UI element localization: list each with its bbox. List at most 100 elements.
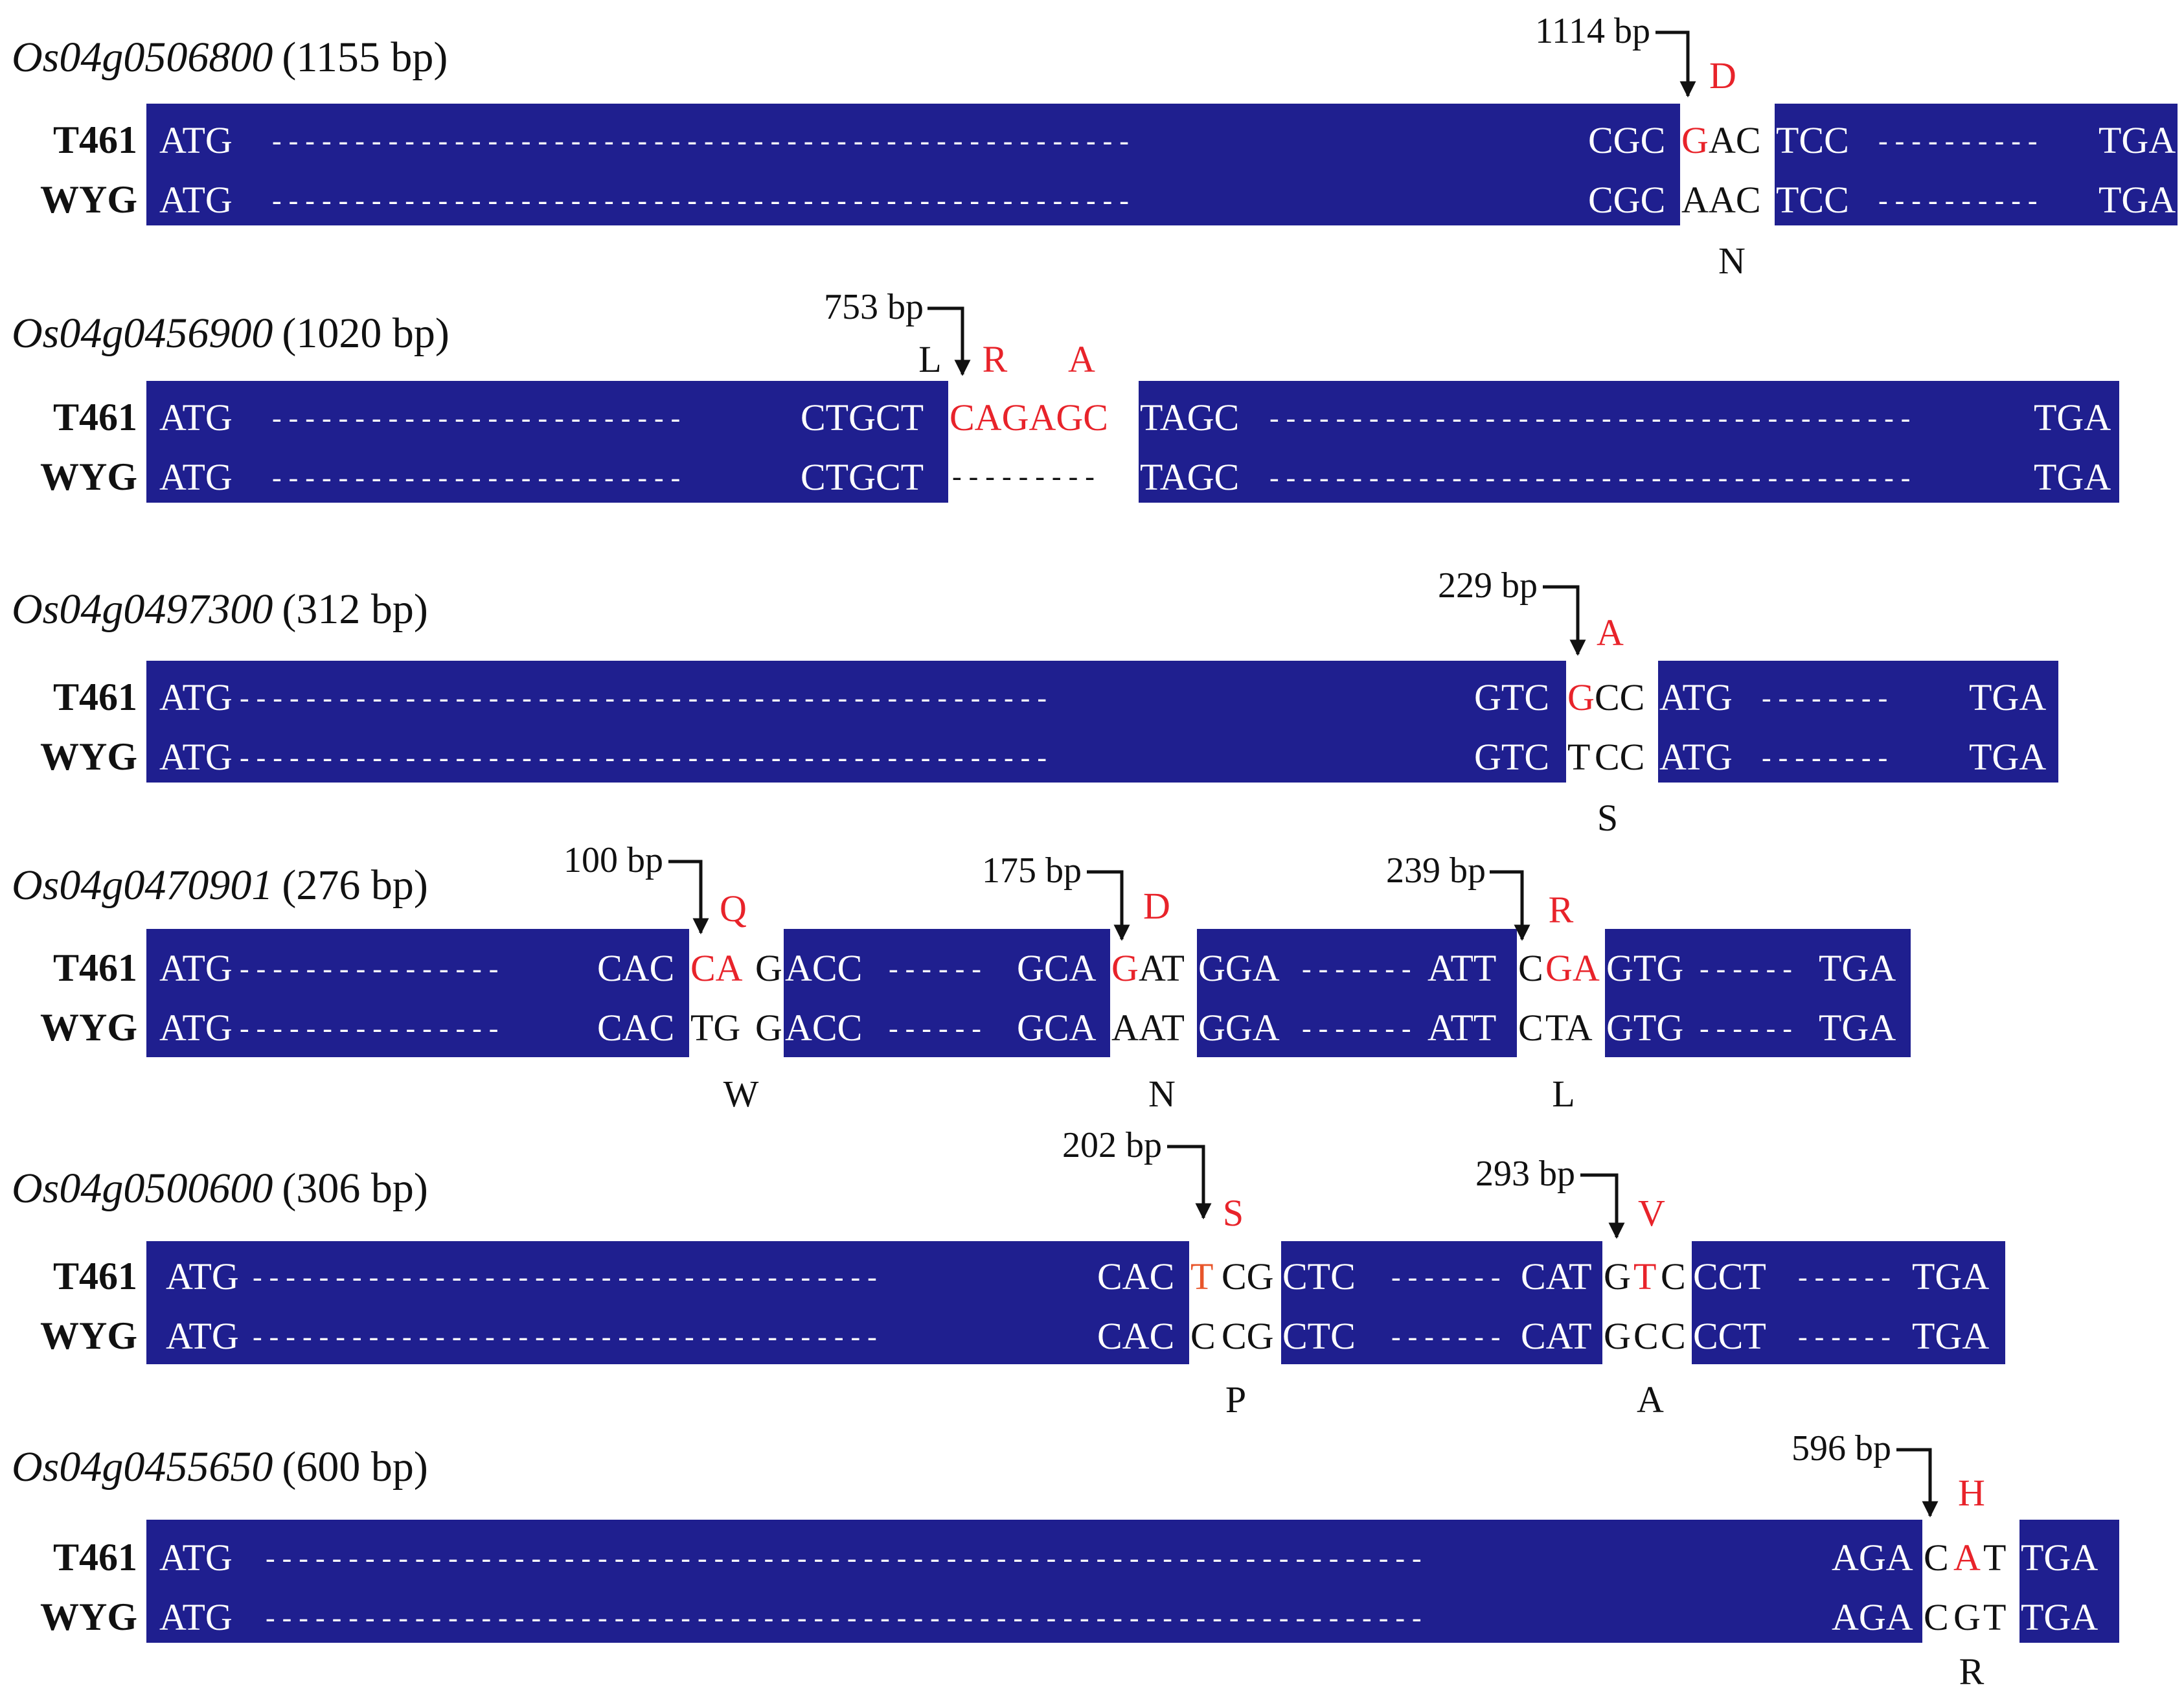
gene-id: Os04g0470901 [12, 862, 273, 909]
alignment-block [1605, 929, 1911, 1057]
seq-fragment: CC [1595, 736, 1644, 778]
gene-id: Os04g0455650 [12, 1443, 273, 1491]
seq-fragment: TAGC [1140, 396, 1239, 439]
alignment-block [146, 1520, 1922, 1643]
seq-fragment: ATG [1659, 736, 1733, 778]
gene-id: Os04g0500600 [12, 1165, 273, 1212]
seq-insertion: CAGAGC [950, 396, 1108, 439]
gene-os04g0506800: Os04g0506800 (1155 bp) T461 WYG ATG - - -… [12, 11, 2178, 282]
seq-start-codon: ATG [159, 396, 233, 439]
alignment-block [146, 929, 689, 1057]
seq-stop-codon: TGA [1912, 1315, 1989, 1357]
strain-label-wyg: WYG [40, 455, 137, 498]
strain-label-wyg: WYG [40, 1314, 137, 1357]
gene-id: Os04g0506800 [12, 34, 273, 81]
seq-start-codon: ATG [159, 947, 233, 989]
seq-start-codon: ATG [159, 1537, 233, 1579]
seq-variant-base: C [1633, 1315, 1659, 1357]
seq-dashes: - - - - - - - - - - - - - - - - - - - - … [253, 1261, 877, 1293]
seq-fragment: GTG [1606, 1007, 1683, 1049]
amino-acid-wyg: W [723, 1073, 759, 1115]
seq-fragment: CAC [1097, 1315, 1174, 1357]
alignment-block [1281, 1241, 1602, 1364]
variant-gap [1566, 661, 1658, 783]
strain-label-t461: T461 [53, 676, 137, 718]
seq-fragment: GGA [1198, 1007, 1280, 1049]
seq-stop-codon: TGA [2034, 396, 2111, 439]
seq-dashes: - - - - - - - - [1762, 742, 1887, 773]
seq-fragment: G [755, 947, 782, 989]
gene-os04g0470901: Os04g0470901 (276 bp) T461 WYG ATG - - - … [12, 840, 1911, 1115]
seq-fragment: GCA [1017, 947, 1097, 989]
strain-label-t461: T461 [53, 946, 137, 989]
seq-variant-base: A [1953, 1537, 1981, 1579]
seq-variant-base: A [1681, 179, 1709, 221]
seq-fragment: TCC [1776, 179, 1849, 221]
seq-dashes: - - - - - - [889, 953, 981, 985]
seq-variant-base: TA [1545, 1007, 1593, 1049]
amino-acid-wyg: L [1552, 1073, 1575, 1115]
seq-fragment: AT [1139, 947, 1185, 989]
seq-start-codon: ATG [159, 1007, 233, 1049]
svg-text:Os04g0506800(1155 bp): Os04g0506800 (1155 bp) [12, 34, 448, 81]
seq-fragment: CAT [1521, 1315, 1592, 1357]
seq-stop-codon: TGA [1969, 736, 2046, 778]
seq-stop-codon: TGA [2021, 1596, 2098, 1638]
variant-arrow [1490, 870, 1530, 941]
amino-acid-inserted: A [1068, 338, 1095, 380]
alignment-block [1658, 661, 2058, 783]
seq-fragment: AC [1709, 119, 1761, 161]
seq-dashes: - - - - - - - [1391, 1261, 1501, 1293]
seq-fragment: C [1924, 1596, 1949, 1638]
seq-dashes: - - - - - - [1700, 1012, 1792, 1044]
seq-fragment: C [1518, 1007, 1543, 1049]
seq-fragment: TCC [1776, 119, 1849, 161]
seq-fragment: CTGCT [801, 396, 924, 439]
alignment-block [146, 1241, 1189, 1364]
seq-fragment: CAC [597, 947, 674, 989]
seq-fragment: TAGC [1140, 456, 1239, 498]
variant-position-label: 229 bp [1438, 566, 1538, 606]
seq-start-codon: ATG [159, 736, 233, 778]
seq-variant-base: GA [1545, 947, 1600, 989]
seq-fragment: ATT [1428, 1007, 1496, 1049]
seq-fragment: C [1924, 1537, 1949, 1579]
seq-dashes: - - - - - - [889, 1012, 981, 1044]
variant-position-label: 202 bp [1062, 1125, 1162, 1165]
svg-text:Os04g0500600(306 bp): Os04g0500600 (306 bp) [12, 1165, 428, 1212]
amino-acid-wyg: R [1959, 1651, 1985, 1692]
seq-fragment: GTG [1606, 947, 1683, 989]
gene-length: (276 bp) [282, 862, 427, 909]
seq-start-codon: ATG [159, 676, 233, 718]
seq-dashes: - - - - - - - - - - - - - - - - [240, 953, 498, 985]
variant-position-label: 1114 bp [1535, 11, 1650, 51]
amino-acid-context: L [918, 338, 941, 380]
seq-dashes: - - - - - - [1798, 1321, 1891, 1353]
seq-fragment: GTC [1474, 676, 1549, 718]
amino-acid-t461: H [1958, 1472, 1985, 1514]
variant-position-label: 175 bp [982, 851, 1082, 891]
amino-acid-t461: D [1709, 54, 1736, 97]
seq-start-codon: ATG [159, 456, 233, 498]
amino-acid-wyg: N [1718, 240, 1746, 282]
seq-fragment: CCT [1693, 1315, 1766, 1357]
variant-gap [1680, 104, 1775, 225]
alignment-block [784, 929, 1110, 1057]
seq-stop-codon: TGA [2034, 456, 2111, 498]
seq-stop-codon: TGA [1819, 947, 1896, 989]
seq-dashes: - - - - - - - - - - - - - - - - - - - - … [240, 682, 1047, 714]
seq-fragment: ATT [1428, 947, 1496, 989]
seq-fragment: CTGCT [801, 456, 924, 498]
gene-os04g0456900: Os04g0456900 (1020 bp) T461 WYG ATG - - -… [12, 287, 2119, 503]
seq-fragment: C [1661, 1315, 1686, 1357]
strain-label-t461: T461 [53, 1536, 137, 1579]
seq-dashes: - - - - - - - - - - - - - - - - - - - - … [272, 462, 680, 494]
seq-dashes: - - - - - - [1700, 953, 1792, 985]
gene-length: (1020 bp) [282, 310, 449, 357]
seq-fragment: CGC [1588, 179, 1665, 221]
seq-fragment: CAT [1521, 1255, 1592, 1298]
variant-position-label: 100 bp [563, 840, 663, 880]
seq-fragment: CGC [1588, 119, 1665, 161]
seq-stop-codon: TGA [2099, 179, 2176, 221]
